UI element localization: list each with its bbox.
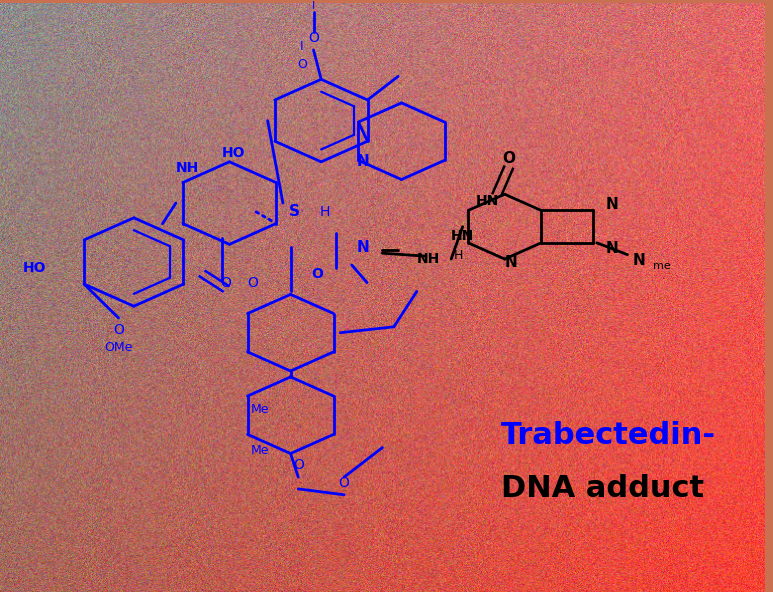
Text: N: N	[606, 242, 618, 256]
Text: N: N	[606, 197, 618, 212]
Text: S: S	[289, 204, 300, 220]
Text: Trabectedin-: Trabectedin-	[501, 422, 716, 451]
Text: HO: HO	[22, 261, 46, 275]
Text: I: I	[312, 1, 315, 11]
Text: O: O	[247, 276, 257, 289]
Text: N: N	[357, 155, 369, 169]
Text: N: N	[357, 240, 369, 255]
Text: O: O	[113, 323, 124, 337]
Text: I: I	[300, 40, 304, 53]
Text: H: H	[454, 249, 463, 262]
Text: O: O	[502, 152, 515, 166]
Text: O: O	[220, 276, 231, 289]
Text: O: O	[293, 458, 304, 472]
Text: Me: Me	[250, 444, 269, 457]
Text: Me: Me	[250, 403, 269, 416]
Text: DNA adduct: DNA adduct	[501, 474, 704, 503]
Text: OMe: OMe	[104, 341, 133, 354]
Text: HN: HN	[451, 229, 475, 243]
Text: O: O	[308, 31, 319, 45]
Text: O: O	[297, 58, 307, 71]
Text: O: O	[312, 267, 323, 281]
Text: NH: NH	[175, 160, 199, 175]
Text: me: me	[653, 262, 671, 271]
Text: HN: HN	[476, 194, 499, 208]
Text: N: N	[632, 253, 645, 268]
Text: NH: NH	[417, 252, 440, 266]
Text: N: N	[505, 255, 517, 270]
Text: O: O	[339, 476, 349, 490]
Text: H: H	[320, 205, 330, 219]
Text: HO: HO	[222, 146, 245, 160]
